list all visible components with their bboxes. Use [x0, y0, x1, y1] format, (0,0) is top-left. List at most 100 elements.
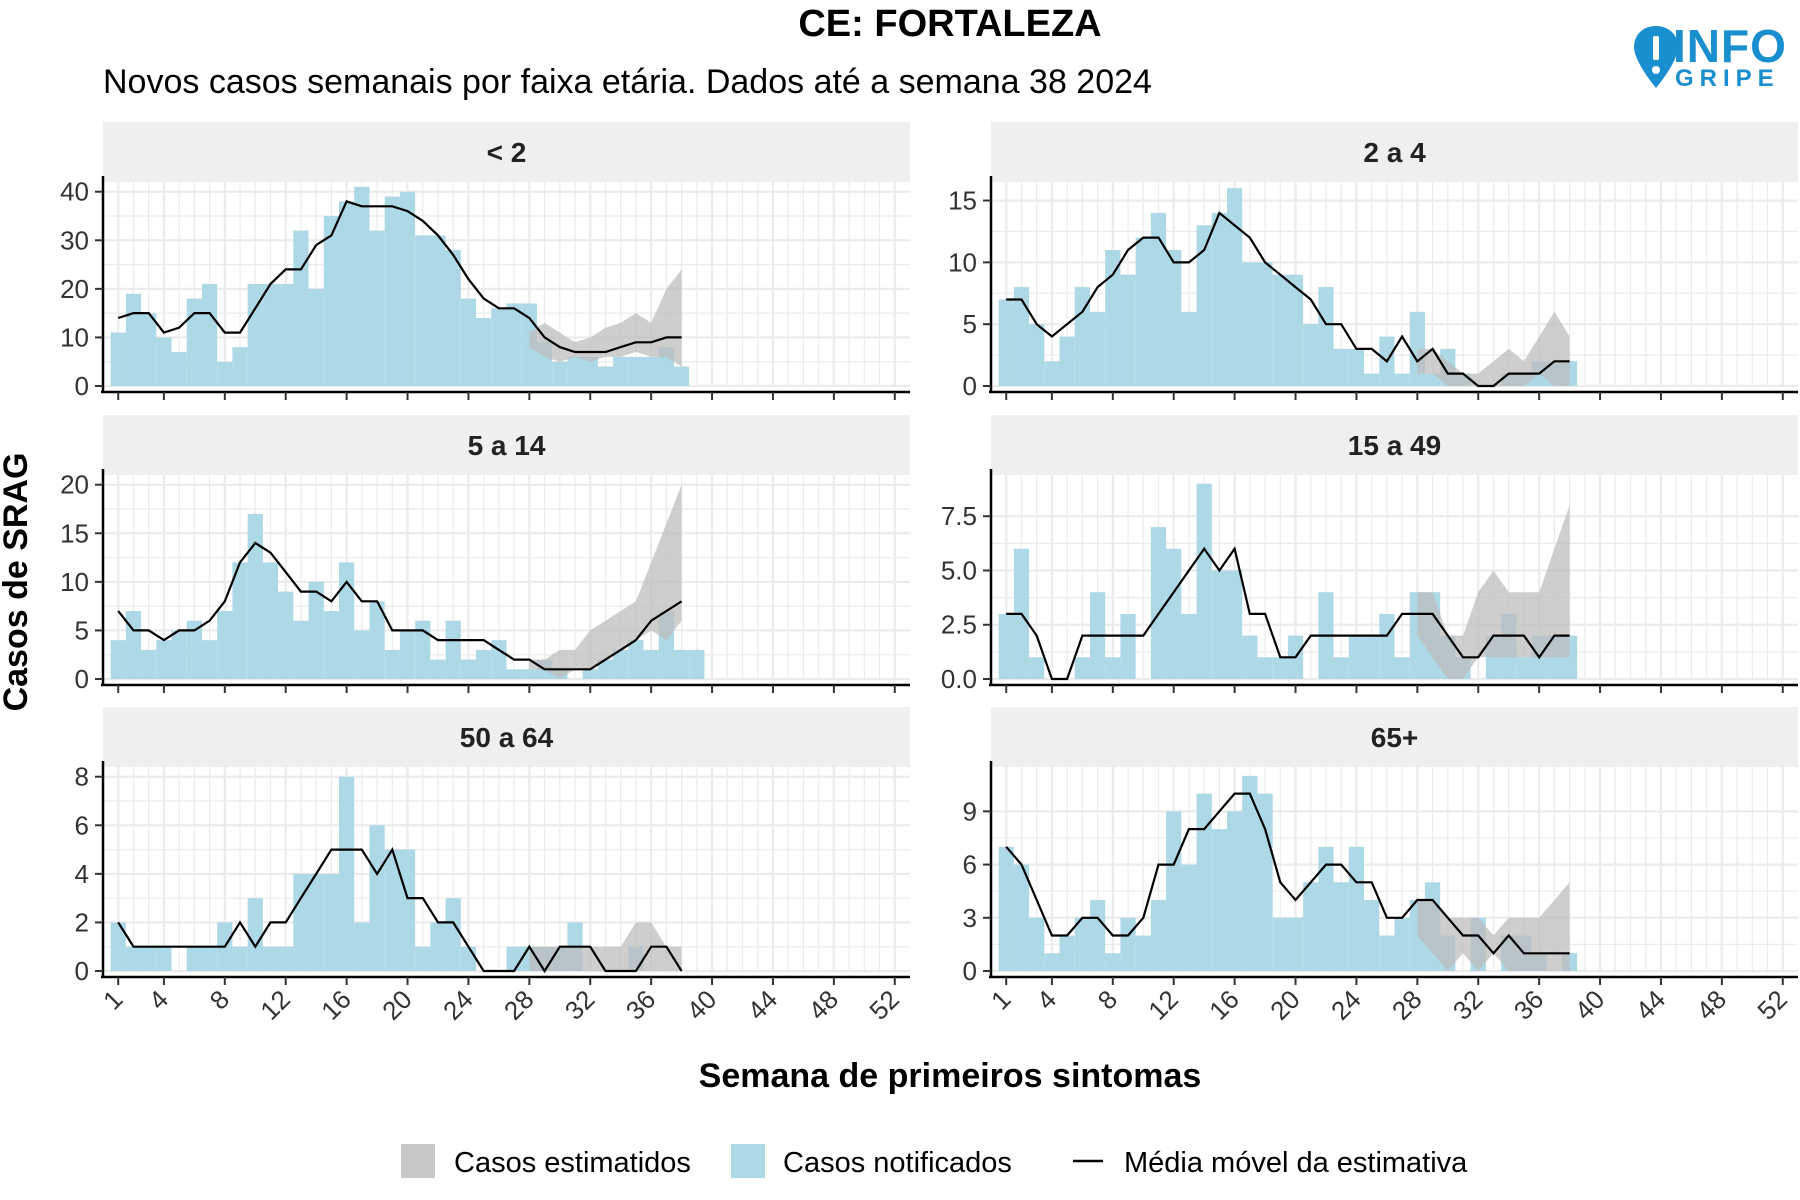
panel-2-a-4: 2 a 4 0 5 10 15: [948, 122, 1798, 401]
bar-notified: [232, 562, 248, 679]
facet-strip: [103, 707, 910, 767]
bar-notified: [293, 620, 309, 679]
bar-notified: [1394, 917, 1410, 971]
x-tick-label: 40: [681, 984, 723, 1026]
bar-notified: [339, 201, 355, 386]
x-tick-label: 12: [254, 984, 296, 1026]
facet-strip-label: < 2: [487, 137, 527, 168]
bar-notified: [1150, 527, 1167, 679]
bar-notified: [1074, 287, 1090, 386]
bar-notified: [399, 191, 416, 386]
bar-notified: [293, 230, 309, 386]
bar-notified: [613, 356, 629, 386]
y-tick-label: 3: [963, 903, 977, 933]
bar-notified: [643, 649, 659, 679]
logo-gripe-text: GRIPE: [1675, 65, 1780, 92]
bar-notified: [186, 298, 202, 386]
legend-item-notified: Casos notificados: [731, 1144, 1012, 1179]
moving-average-line: [1006, 211, 1570, 388]
x-tick-label: 4: [143, 984, 174, 1015]
bar-notified: [125, 611, 142, 679]
bar-notified: [689, 649, 705, 679]
y-tick-label: 0: [75, 371, 89, 401]
moving-average-line: [117, 541, 683, 671]
bar-notified: [1333, 657, 1349, 679]
bar-notified: [628, 640, 644, 679]
bar-notified: [217, 361, 233, 386]
bar-notified: [384, 649, 400, 679]
bar-notified: [1424, 373, 1441, 386]
bar-notified: [1166, 811, 1182, 971]
estimate-ribbon: [1417, 882, 1570, 971]
x-tick-label: 24: [437, 984, 479, 1026]
bar-notified: [1348, 846, 1365, 971]
bar-notified: [1105, 250, 1121, 386]
facet-strip-label: 2 a 4: [1363, 137, 1426, 168]
bar-notified: [1120, 613, 1136, 679]
bar-notified: [1135, 935, 1151, 971]
y-tick-label: 5: [75, 615, 89, 645]
bar-notified: [430, 922, 446, 971]
chart-title: CE: FORTALEZA: [798, 3, 1101, 45]
x-tick-label: 52: [863, 984, 905, 1026]
y-tick-label: 4: [75, 859, 89, 889]
bar-notified: [141, 649, 157, 679]
bar-notified: [339, 562, 355, 679]
bar-notified: [506, 669, 522, 679]
facet-strip: [103, 415, 910, 475]
bar-notified: [201, 946, 218, 971]
bar-notified: [1348, 348, 1365, 386]
y-tick-label: 0: [963, 371, 977, 401]
bar-notified: [278, 946, 294, 971]
bar-notified: [582, 356, 598, 386]
bar-notified: [445, 898, 461, 971]
bar-notified: [445, 250, 461, 386]
bar-notified: [1135, 237, 1151, 386]
x-tick-label: 1: [985, 984, 1016, 1015]
bar-notified: [201, 284, 218, 386]
bar-notified: [354, 630, 370, 679]
y-tick-label: 0: [963, 956, 977, 986]
bar-notified: [125, 293, 142, 386]
map-pin-drop-icon: [1634, 26, 1678, 88]
bar-notified: [1013, 287, 1030, 386]
bar-notified: [1074, 657, 1090, 679]
bar-notified: [1120, 274, 1136, 386]
bar-notified: [247, 284, 263, 386]
bar-notified: [141, 313, 157, 386]
bar-notified: [186, 946, 202, 971]
bar-notified: [430, 235, 446, 386]
bar-notified: [1150, 212, 1167, 386]
bar-notified: [1059, 336, 1075, 386]
y-tick-label: 30: [60, 225, 89, 255]
bar-notified: [323, 611, 340, 679]
bar-notified: [1227, 570, 1243, 679]
y-tick-label: 40: [60, 177, 89, 207]
bar-notified: [1196, 793, 1212, 971]
y-tick-label: 8: [75, 762, 89, 792]
bar-notified: [323, 873, 340, 971]
facet-strip: [991, 707, 1798, 767]
bar-notified: [1303, 324, 1319, 386]
facet-strip: [991, 415, 1798, 475]
bar-notified: [1074, 917, 1090, 971]
bar-notified: [171, 630, 187, 679]
facet-strip: [991, 122, 1798, 182]
bar-notified: [1166, 548, 1182, 679]
bar-notified: [262, 562, 279, 679]
x-tick-label: 52: [1751, 984, 1793, 1026]
estimate-ribbon: [1417, 311, 1570, 386]
bar-notified: [110, 640, 126, 679]
x-tick-label: 44: [1630, 984, 1672, 1026]
bar-notified: [445, 620, 461, 679]
bar-notified: [582, 669, 598, 679]
bar-notified: [369, 601, 385, 679]
bar-notified: [156, 337, 172, 386]
bar-notified: [1105, 657, 1121, 679]
bar-notified: [1242, 635, 1258, 679]
x-tick-label: 8: [204, 984, 235, 1015]
